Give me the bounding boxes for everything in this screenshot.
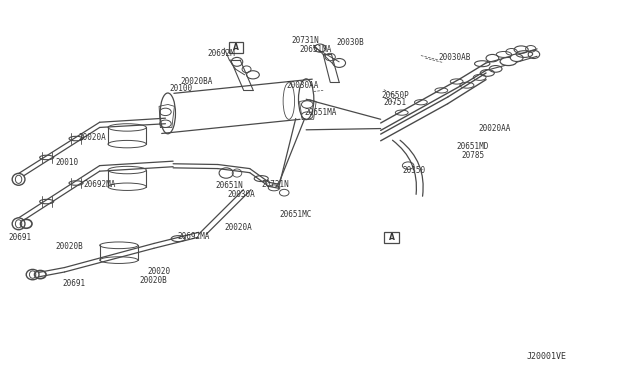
Bar (228, 42, 243, 53)
Ellipse shape (510, 54, 523, 61)
Text: 20651N: 20651N (216, 181, 244, 190)
Text: 20030A: 20030A (227, 190, 255, 199)
Text: 20651MA: 20651MA (305, 109, 337, 118)
Text: 20030AB: 20030AB (439, 53, 471, 62)
Text: 20692MA: 20692MA (177, 232, 210, 241)
Text: 20651MD: 20651MD (456, 142, 488, 151)
Ellipse shape (26, 269, 39, 280)
Ellipse shape (500, 57, 516, 65)
Text: 20751: 20751 (384, 99, 407, 108)
Ellipse shape (12, 173, 25, 185)
Bar (385, 232, 399, 243)
Text: 20010: 20010 (56, 158, 79, 167)
Text: 20651MA: 20651MA (300, 45, 332, 54)
Text: 20020AA: 20020AA (478, 124, 511, 133)
Ellipse shape (12, 218, 25, 230)
Text: 20020BA: 20020BA (180, 77, 213, 86)
Text: 20691: 20691 (62, 279, 85, 288)
Text: 20731N: 20731N (291, 36, 319, 45)
Text: 20020: 20020 (148, 267, 171, 276)
Text: 20691: 20691 (8, 233, 31, 243)
Text: J20001VE: J20001VE (527, 352, 567, 361)
Text: A: A (388, 233, 394, 243)
Text: 20020A: 20020A (79, 133, 106, 142)
Text: A: A (233, 43, 239, 52)
Text: 20030AA: 20030AA (287, 81, 319, 90)
Text: 20020B: 20020B (55, 242, 83, 251)
Text: 20100: 20100 (170, 84, 193, 93)
Text: 20350: 20350 (403, 166, 426, 175)
Text: 20692M: 20692M (207, 49, 235, 58)
Text: 20651MC: 20651MC (279, 210, 312, 219)
Text: 20020B: 20020B (140, 276, 168, 285)
Text: 20650P: 20650P (381, 91, 409, 100)
Text: 20020A: 20020A (224, 223, 252, 232)
Text: 20692MA: 20692MA (84, 180, 116, 189)
Text: 20785: 20785 (462, 151, 485, 160)
Text: 20030B: 20030B (336, 38, 364, 48)
Text: 20721N: 20721N (261, 180, 289, 189)
